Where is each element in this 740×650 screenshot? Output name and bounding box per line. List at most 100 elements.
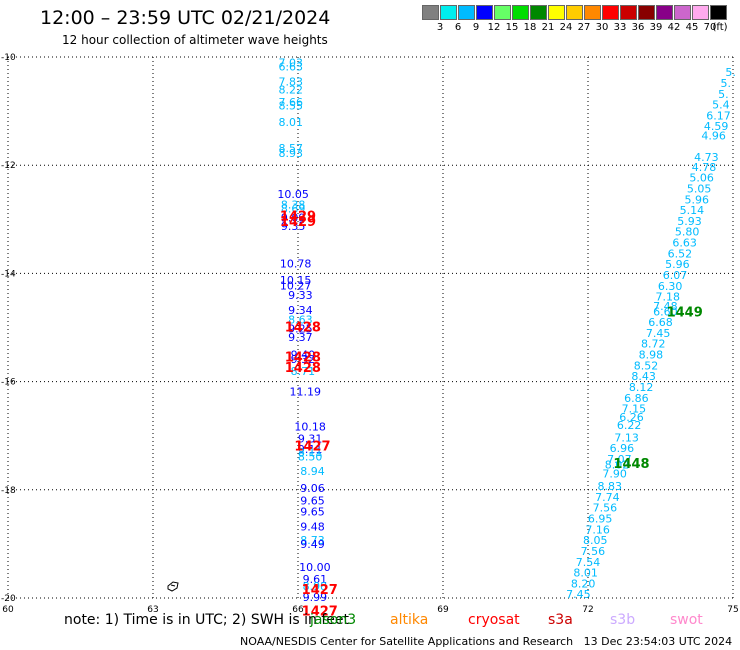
wave-height-value: 7.13 xyxy=(614,431,639,444)
wave-height-value: 9.40 xyxy=(291,349,316,362)
legend-swot: swot xyxy=(670,612,703,628)
lon-tick-label: 63 xyxy=(147,605,158,615)
scale-label: 15 xyxy=(505,22,519,33)
wave-height-value: 8.38 xyxy=(281,199,306,212)
scale-label: 24 xyxy=(559,22,573,33)
wave-height-value: 7.16 xyxy=(585,523,610,536)
wave-height-value: 6.30 xyxy=(658,280,683,293)
lat-tick-label: -18 xyxy=(1,486,16,496)
wave-height-value: 9.65 xyxy=(300,505,325,518)
lat-tick-label: -10 xyxy=(1,53,16,63)
wave-height-value: 4.59 xyxy=(704,120,729,133)
wave-height-values: 7.036.637.838.227.668.558.018.578.9310.0… xyxy=(277,56,735,619)
scale-label: 9 xyxy=(472,22,480,33)
wave-height-value: 10.27 xyxy=(280,279,312,292)
lon-tick-label: 75 xyxy=(727,605,738,615)
scale-label: 12 xyxy=(487,22,501,33)
wave-height-value: 8.93 xyxy=(279,147,304,160)
wave-height-value: 8.22 xyxy=(279,83,304,96)
pass-time-label: 1429 xyxy=(280,215,316,230)
wave-height-value: 6.96 xyxy=(610,442,635,455)
scale-label: 45 xyxy=(685,22,699,33)
wave-height-value: 7.56 xyxy=(593,502,618,515)
wave-height-value: 8.01 xyxy=(279,116,304,129)
scale-swatch xyxy=(530,5,547,20)
wave-height-value: 9.33 xyxy=(288,289,313,302)
scale-label: 30 xyxy=(595,22,609,33)
scale-swatch xyxy=(440,5,457,20)
wave-height-value: 7.45 xyxy=(566,588,591,601)
wave-height-value: 6.52 xyxy=(668,247,693,260)
wave-height-value: 7.45 xyxy=(646,327,671,340)
wave-height-value: 8.63 xyxy=(288,313,313,326)
wave-height-value: 9.48 xyxy=(300,521,325,534)
wave-height-value: 7.48 xyxy=(653,300,678,313)
wave-height-value: 6.63 xyxy=(672,237,697,250)
wave-height-value: 7.56 xyxy=(581,545,606,558)
wave-height-value: 7.66 xyxy=(279,96,304,109)
wave-height-value: 8.02 xyxy=(605,458,630,471)
lat-tick-label: -20 xyxy=(1,594,16,604)
wave-height-value: 9.49 xyxy=(300,538,325,551)
wave-height-value: 10.78 xyxy=(280,258,312,271)
wave-height-value: 8.94 xyxy=(300,465,325,478)
pass-time-label: 1448 xyxy=(613,457,649,472)
wave-height-value: 6.68 xyxy=(648,316,673,329)
wave-height-value: 5.93 xyxy=(677,215,702,228)
wave-height-value: 9.06 xyxy=(300,482,325,495)
wave-height-value: 9.65 xyxy=(300,495,325,508)
lat-tick-label: -16 xyxy=(1,378,16,388)
pass-time-label: 1427 xyxy=(294,440,330,455)
scale-swatch xyxy=(512,5,529,20)
lat-tick-label: -12 xyxy=(1,161,16,171)
wave-height-value: 9.32 xyxy=(291,353,316,366)
wave-height-value: 10.05 xyxy=(277,188,309,201)
pass-time-label: 1427 xyxy=(302,605,338,620)
wave-height-value: 7.83 xyxy=(279,75,304,88)
scale-swatch xyxy=(476,5,493,20)
pass-time-label: 1428 xyxy=(285,361,321,376)
wave-height-value: 5.05 xyxy=(687,182,712,195)
wave-height-value: 9.31 xyxy=(298,432,323,445)
wave-height-value: 9.34 xyxy=(288,304,313,317)
wave-height-value: 8.20 xyxy=(571,577,596,590)
wave-height-value: 8.12 xyxy=(629,381,654,394)
pass-time-label: 1428 xyxy=(285,350,321,365)
wave-height-value: 9.09 xyxy=(281,212,306,225)
wave-height-value: 8.72 xyxy=(641,338,666,351)
wave-height-value: 8.50 xyxy=(298,450,323,463)
wave-height-value: 9.99 xyxy=(303,591,328,604)
wave-height-value: 7.74 xyxy=(595,491,620,504)
scale-label: (ft) xyxy=(712,22,728,33)
wave-height-value: 6.17 xyxy=(706,109,731,122)
scale-label: 3 xyxy=(436,22,444,33)
note-text: note: 1) Time is in UTC; 2) SWH is in fe… xyxy=(64,612,350,628)
wave-height-value: 5.96 xyxy=(665,258,690,271)
scale-swatch xyxy=(422,5,439,20)
wave-height-value: 6.07 xyxy=(663,269,688,282)
wave-height-value: 8.83 xyxy=(598,480,623,493)
wave-height-value: 8.43 xyxy=(631,370,656,383)
wave-height-value: 8.73 xyxy=(300,534,325,547)
scale-label: 27 xyxy=(577,22,591,33)
wave-height-value: 10.15 xyxy=(280,274,312,287)
scale-label: 21 xyxy=(541,22,555,33)
wave-height-value: 8.05 xyxy=(583,534,608,547)
wave-height-value: 10.18 xyxy=(294,421,326,434)
wave-height-value: 9.37 xyxy=(288,331,313,344)
wave-height-value: 5.80 xyxy=(675,226,700,239)
wave-height-value: 7.18 xyxy=(656,291,681,304)
wave-height-value: 8.98 xyxy=(639,349,664,362)
scale-label: 18 xyxy=(523,22,537,33)
pass-time-label: 1429 xyxy=(280,210,316,225)
footer-credit: NOAA/NESDIS Center for Satellite Applica… xyxy=(240,635,733,648)
wave-height-value: 8.69 xyxy=(281,202,306,215)
island-shape xyxy=(167,581,179,592)
legend-altika: altika xyxy=(390,612,429,628)
wave-height-value: 5. xyxy=(718,88,729,101)
wave-height-value: 6.26 xyxy=(619,411,644,424)
wave-height-value: 6.95 xyxy=(588,512,613,525)
wave-height-value: 8.52 xyxy=(634,359,659,372)
scale-swatch xyxy=(566,5,583,20)
